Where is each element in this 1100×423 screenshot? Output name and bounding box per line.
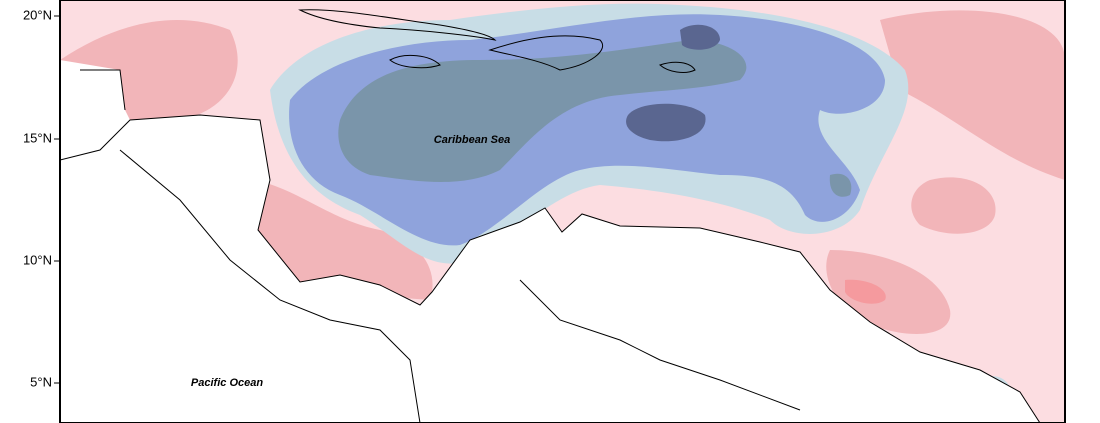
land <box>60 115 1040 423</box>
island <box>298 9 497 41</box>
lat-tick-label: 10°N <box>23 252 52 267</box>
slate-zone <box>338 40 747 182</box>
sea-label: Caribbean Sea <box>434 134 510 146</box>
dark-zone <box>680 24 720 50</box>
land <box>60 60 130 160</box>
pink-patch <box>880 10 1065 181</box>
plot-frame <box>59 0 1066 423</box>
border <box>519 279 801 411</box>
pink-patch <box>250 180 433 300</box>
lat-tick-label: 5°N <box>30 374 52 389</box>
anomaly-field <box>60 0 1065 423</box>
border <box>80 69 126 111</box>
coastline <box>60 114 1041 423</box>
island <box>488 35 603 71</box>
slate-zone <box>829 173 852 197</box>
dark-zone <box>626 103 706 142</box>
coastline <box>119 149 421 423</box>
red-patch <box>845 279 886 304</box>
lat-tick-label: 15°N <box>23 130 52 145</box>
ocean-label: Pacific Ocean <box>191 377 263 389</box>
lat-tick-label: 20°N <box>23 7 52 22</box>
pink-patch <box>911 177 996 234</box>
island <box>659 61 696 73</box>
island <box>389 54 441 69</box>
